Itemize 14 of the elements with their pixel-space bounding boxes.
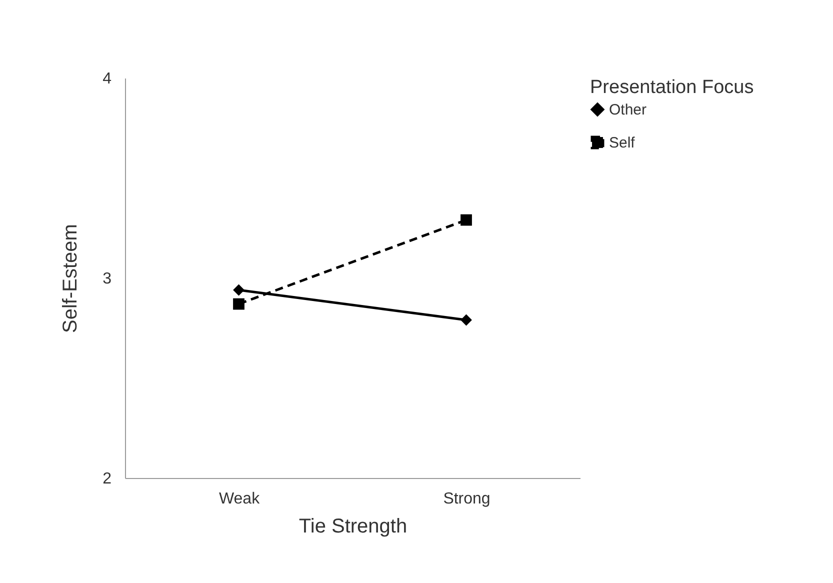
- x-tick-label: Weak: [218, 490, 261, 508]
- legend-label: Other: [609, 102, 647, 118]
- y-tick-label: 4: [102, 70, 112, 88]
- point: [460, 214, 472, 226]
- y-tick-label: 3: [102, 270, 112, 288]
- legend-title: Presentation Focus: [590, 77, 754, 98]
- x-tick-label: Strong: [443, 490, 490, 508]
- y-tick-label: 2: [102, 470, 112, 488]
- point: [233, 298, 244, 310]
- x-axis-title: Tie Strength: [298, 516, 408, 538]
- point: [233, 284, 244, 296]
- legend-label: Self: [609, 134, 636, 152]
- point: [460, 314, 472, 326]
- y-axis-title: Self-Esteem: [60, 224, 82, 333]
